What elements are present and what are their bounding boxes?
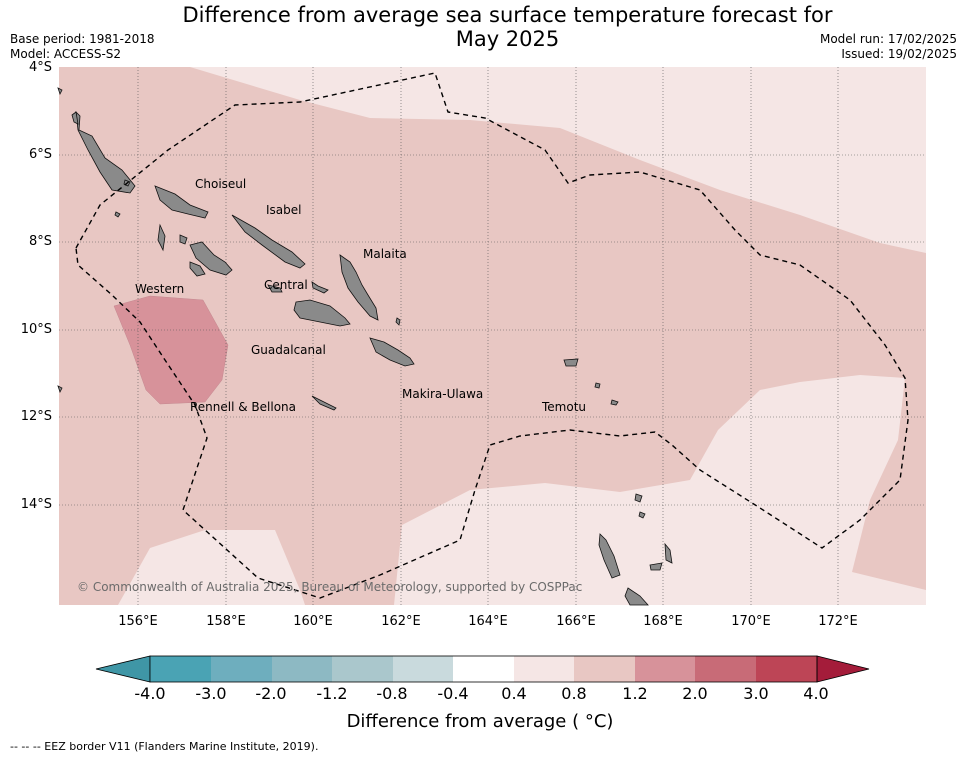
small-island-e	[311, 281, 329, 294]
islands	[57, 87, 673, 606]
colorbar-under-arrow	[95, 655, 151, 683]
lon-label-166e: 166°E	[556, 614, 596, 629]
eez-solomon-islands	[75, 72, 909, 599]
colorbar-tick-9: 1.2	[622, 684, 648, 703]
temotu-island-1	[563, 358, 579, 367]
isabel-island	[231, 214, 306, 269]
western-small-island	[189, 261, 206, 277]
colorbar-bin-1	[150, 656, 211, 682]
colorbar-bin-5	[393, 656, 453, 682]
lat-label-4s: 4°S	[28, 60, 52, 75]
copyright-notice: © Commonwealth of Australia 2025, Bureau…	[77, 580, 583, 594]
meta-right: Model run: 17/02/2025 Issued: 19/02/2025	[820, 32, 957, 62]
vanuatu-island-1	[598, 533, 621, 579]
vanuatu-island-3	[624, 587, 649, 606]
colorbar-tick-8: 0.8	[561, 684, 587, 703]
central-island	[267, 284, 283, 293]
choiseul-east-island	[154, 185, 209, 219]
lat-label-14s: 14°S	[20, 497, 52, 512]
guadalcanal-island	[293, 299, 351, 327]
colorbar-bin-3	[272, 656, 332, 682]
vanuatu-island-4	[664, 542, 673, 564]
colorbar-tick-12: 4.0	[803, 684, 829, 703]
issued-date: Issued: 19/02/2025	[841, 47, 957, 61]
malaita-island	[339, 254, 379, 321]
vanuatu-island-2	[649, 562, 663, 571]
small-island-b	[179, 234, 188, 245]
colorbar-bin-7	[514, 656, 574, 682]
colorbar-tick-1: -4.0	[134, 684, 166, 703]
lon-label-172e: 172°E	[818, 614, 858, 629]
temotu-island-2	[594, 382, 601, 389]
lon-label-164e: 164°E	[468, 614, 508, 629]
lon-label-162e: 162°E	[381, 614, 421, 629]
grid-lines	[59, 67, 926, 605]
meta-left: Base period: 1981-2018 Model: ACCESS-S2	[10, 32, 155, 62]
title-line-2: May 2025	[455, 27, 560, 51]
choiseul-island	[75, 110, 136, 194]
place-label-malaita: Malaita	[363, 247, 407, 261]
title-line-1: Difference from average sea surface temp…	[182, 3, 833, 27]
colorbar-bin-2	[211, 656, 272, 682]
colorbar-tick-11: 3.0	[743, 684, 769, 703]
lat-label-6s: 6°S	[28, 147, 52, 162]
colorbar-title: Difference from average ( °C)	[346, 711, 614, 732]
small-island-d	[114, 211, 121, 218]
rennell-island	[311, 395, 337, 411]
colorbar-tick-3: -2.0	[255, 684, 287, 703]
colorbar-tick-5: -0.8	[376, 684, 408, 703]
lon-label-156e: 156°E	[118, 614, 158, 629]
base-period: Base period: 1981-2018	[10, 32, 155, 46]
colorbar-tick-4: -1.2	[316, 684, 348, 703]
place-label-choiseul: Choiseul	[195, 177, 247, 191]
colorbar-over-arrow	[816, 655, 870, 683]
colorbar-bin-9	[635, 656, 695, 682]
model-run: Model run: 17/02/2025	[819, 32, 957, 46]
lon-label-160e: 160°E	[293, 614, 333, 629]
colorbar-tick-2: -3.0	[195, 684, 227, 703]
map-title: Difference from average sea surface temp…	[150, 3, 865, 51]
temotu-island-3	[610, 399, 619, 406]
small-island-g	[57, 87, 63, 96]
model-name: Model: ACCESS-S2	[10, 47, 122, 61]
colorbar-bin-4	[332, 656, 393, 682]
colorbar-tick-6: -0.4	[437, 684, 469, 703]
small-island-a	[157, 223, 166, 252]
lat-label-12s: 12°S	[20, 409, 52, 424]
small-island-h	[57, 385, 63, 394]
small-island-f	[395, 317, 401, 326]
colorbar-bin-8	[574, 656, 635, 682]
light-zone-southeast	[394, 375, 926, 605]
place-label-isabel: Isabel	[266, 203, 302, 217]
place-label-guadalcanal: Guadalcanal	[251, 343, 326, 357]
place-label-makira-ulawa: Makira-Ulawa	[402, 387, 484, 401]
lat-label-8s: 8°S	[28, 234, 52, 249]
place-label-rennell-bellona: Rennell & Bellona	[190, 400, 297, 414]
light-zone-southwest	[118, 530, 305, 605]
place-label-central: Central	[264, 278, 308, 292]
eez-borders	[75, 72, 909, 599]
vanuatu-island-6	[638, 511, 646, 519]
lat-label-10s: 10°S	[20, 322, 52, 337]
lon-label-158e: 158°E	[206, 614, 246, 629]
colorbar	[95, 655, 870, 683]
new-georgia-island	[189, 241, 233, 276]
colorbar-tick-10: 2.0	[682, 684, 708, 703]
vanuatu-island-5	[634, 493, 643, 503]
lon-label-168e: 168°E	[643, 614, 683, 629]
light-zone-northeast	[190, 67, 926, 253]
colorbar-outline	[149, 655, 818, 683]
colorbar-bin-6	[453, 656, 514, 682]
place-label-western: Western	[135, 282, 185, 296]
shortland-island	[71, 111, 79, 125]
colorbar-tick-7: 0.4	[501, 684, 527, 703]
lon-label-170e: 170°E	[731, 614, 771, 629]
makira-island	[369, 337, 415, 367]
colorbar-bin-11	[756, 656, 817, 682]
eez-footnote: -- -- -- EEZ border V11 (Flanders Marine…	[10, 740, 319, 753]
place-label-temotu: Temotu	[542, 400, 587, 414]
colorbar-bin-10	[695, 656, 756, 682]
